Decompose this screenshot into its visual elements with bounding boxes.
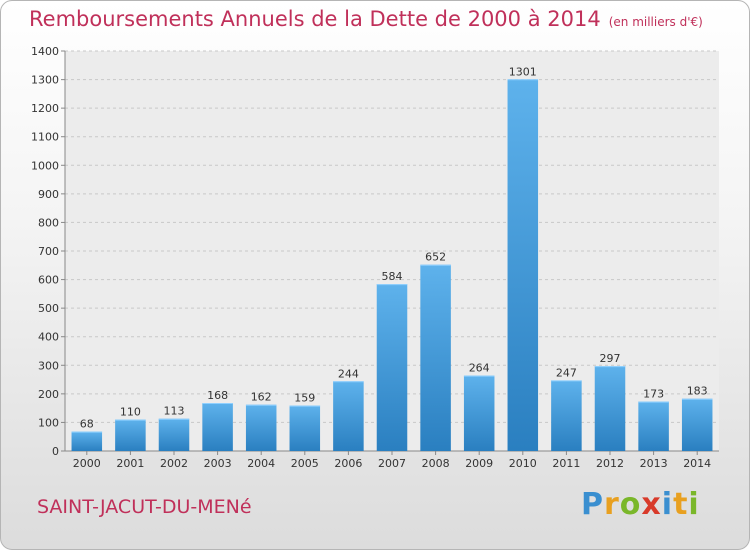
value-label: 1301 <box>509 65 537 78</box>
value-label: 173 <box>643 388 664 401</box>
logo-letter: i <box>688 487 700 522</box>
y-tick-label: 700 <box>38 245 59 258</box>
y-tick-label: 1200 <box>31 102 59 115</box>
x-tick-label: 2014 <box>683 457 711 470</box>
value-label: 68 <box>80 418 94 431</box>
y-tick-label: 900 <box>38 188 59 201</box>
y-tick-label: 200 <box>38 388 59 401</box>
unit-label: (en milliers d'€) <box>608 15 703 29</box>
y-tick-label: 800 <box>38 216 59 229</box>
x-tick-label: 2006 <box>334 457 362 470</box>
bar[interactable] <box>638 401 669 451</box>
value-label: 297 <box>600 352 621 365</box>
bar[interactable] <box>594 366 626 451</box>
bar[interactable] <box>507 79 539 452</box>
value-label: 244 <box>338 367 359 380</box>
logo-letter: r <box>604 487 620 522</box>
x-tick-label: 2003 <box>204 457 232 470</box>
y-tick-label: 1300 <box>31 74 59 87</box>
bar[interactable] <box>463 375 495 451</box>
x-tick-label: 2000 <box>73 457 101 470</box>
value-label: 110 <box>120 406 141 419</box>
chart-title: Remboursements Annuels de la Dette de 20… <box>29 7 703 31</box>
y-tick-label: 600 <box>38 274 59 287</box>
logo-letter: o <box>619 487 642 522</box>
x-tick-label: 2011 <box>552 457 580 470</box>
x-tick-label: 2004 <box>247 457 275 470</box>
value-label: 162 <box>251 391 272 404</box>
y-tick-label: 300 <box>38 359 59 372</box>
bar[interactable] <box>71 431 103 451</box>
y-tick-label: 100 <box>38 416 59 429</box>
proxiti-logo[interactable]: Proxiti <box>581 487 700 522</box>
logo-letter: i <box>661 487 674 522</box>
bar[interactable] <box>245 404 277 451</box>
value-label: 652 <box>425 251 446 264</box>
commune-name: SAINT-JACUT-DU-MENé <box>37 496 252 518</box>
bar[interactable] <box>202 403 233 451</box>
x-tick-label: 2010 <box>509 457 537 470</box>
bar[interactable] <box>333 381 364 451</box>
value-label: 159 <box>294 392 315 405</box>
logo-letter: x <box>641 487 662 522</box>
value-label: 113 <box>164 405 185 418</box>
bar[interactable] <box>420 264 451 451</box>
value-label: 247 <box>556 366 577 379</box>
y-tick-label: 0 <box>52 445 59 458</box>
y-tick-label: 500 <box>38 302 59 315</box>
value-label: 168 <box>207 389 228 402</box>
title-text: Remboursements Annuels de la Dette de 20… <box>29 7 601 31</box>
value-label: 584 <box>382 270 403 283</box>
x-tick-label: 2008 <box>422 457 450 470</box>
x-tick-label: 2005 <box>291 457 319 470</box>
x-tick-label: 2007 <box>378 457 406 470</box>
bar[interactable] <box>115 419 146 451</box>
bar[interactable] <box>551 380 582 451</box>
bar-chart: 0 100 200 300 400 500 600 700 800 900 1000 1100 1200… <box>31 45 719 470</box>
y-tick-label: 1100 <box>31 131 59 144</box>
bar[interactable] <box>376 284 408 451</box>
bar[interactable] <box>158 418 190 451</box>
x-tick-label: 2013 <box>640 457 668 470</box>
x-tick-label: 2012 <box>596 457 624 470</box>
y-tick-label: 1000 <box>31 159 59 172</box>
x-tick-label: 2009 <box>465 457 493 470</box>
logo-letter: t <box>673 487 689 522</box>
bar[interactable] <box>289 405 321 451</box>
value-label: 183 <box>687 385 708 398</box>
y-tick-label: 1400 <box>31 45 59 58</box>
x-tick-label: 2002 <box>160 457 188 470</box>
value-label: 264 <box>469 362 490 375</box>
y-tick-label: 400 <box>38 331 59 344</box>
x-tick-label: 2001 <box>116 457 144 470</box>
logo-letter: P <box>581 487 604 522</box>
bar[interactable] <box>681 398 713 451</box>
